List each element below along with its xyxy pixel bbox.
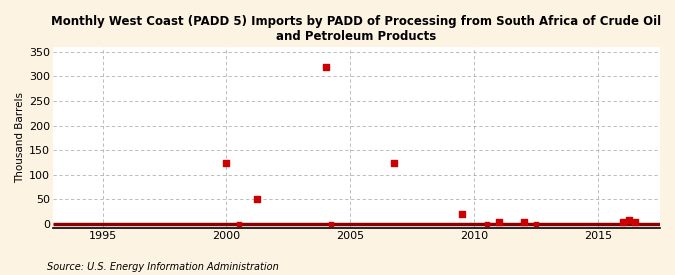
- Text: Source: U.S. Energy Information Administration: Source: U.S. Energy Information Administ…: [47, 262, 279, 272]
- Point: [388, 160, 399, 165]
- Point: [481, 222, 492, 226]
- Point: [221, 160, 232, 165]
- Point: [252, 197, 263, 202]
- Point: [630, 219, 641, 224]
- Point: [320, 64, 331, 69]
- Point: [624, 218, 634, 222]
- Point: [234, 222, 244, 226]
- Title: Monthly West Coast (PADD 5) Imports by PADD of Processing from South Africa of C: Monthly West Coast (PADD 5) Imports by P…: [51, 15, 662, 43]
- Point: [493, 219, 504, 224]
- Point: [518, 219, 529, 224]
- Point: [531, 222, 541, 226]
- Point: [618, 219, 628, 224]
- Point: [325, 222, 336, 226]
- Point: [456, 212, 467, 216]
- Y-axis label: Thousand Barrels: Thousand Barrels: [15, 92, 25, 183]
